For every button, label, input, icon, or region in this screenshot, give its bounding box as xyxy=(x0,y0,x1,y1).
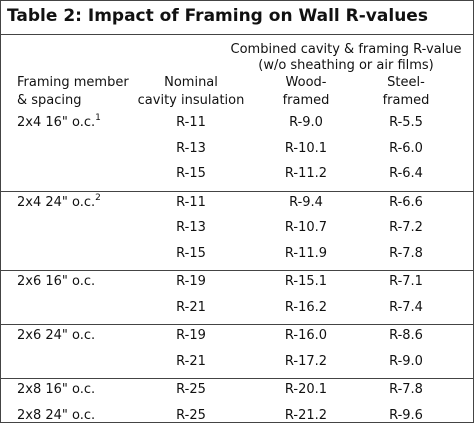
group-label: Combined cavity & framing R-value xyxy=(230,42,462,57)
group-rule xyxy=(1,270,473,271)
value-cell: R-9.0 xyxy=(389,354,423,369)
group-rule xyxy=(1,324,473,325)
framing-label: 2x4 24" o.c. xyxy=(17,195,96,210)
value-cell: R-17.2 xyxy=(284,354,328,369)
column-header: framed xyxy=(382,93,430,108)
value-cell: R-19 xyxy=(176,328,206,343)
value-cell: R-6.4 xyxy=(389,166,423,181)
column-header: cavity insulation xyxy=(137,93,245,108)
column-header: Steel- xyxy=(387,75,425,90)
title-rule xyxy=(1,34,473,35)
value-cell: R-9.6 xyxy=(389,408,423,423)
value-cell: R-6.6 xyxy=(389,195,423,210)
value-cell: R-9.4 xyxy=(289,195,323,210)
value-cell: R-7.2 xyxy=(389,220,423,235)
value-cell: R-13 xyxy=(176,141,206,156)
value-cell: R-6.0 xyxy=(389,141,423,156)
footnote-mark: 1 xyxy=(95,113,101,123)
value-cell: R-19 xyxy=(176,274,206,289)
value-cell: R-25 xyxy=(176,408,206,423)
footnote-mark: 2 xyxy=(95,193,101,203)
framing-cell: 2x6 24" o.c. xyxy=(17,328,95,344)
value-cell: R-7.8 xyxy=(389,382,423,397)
framing-cell: 2x4 16" o.c.1 xyxy=(17,113,101,131)
value-cell: R-15.1 xyxy=(284,274,328,289)
value-cell: R-15 xyxy=(176,166,206,181)
table-title: Table 2: Impact of Framing on Wall R-val… xyxy=(7,6,428,26)
value-cell: R-25 xyxy=(176,382,206,397)
value-cell: R-7.8 xyxy=(389,246,423,261)
group-rule xyxy=(1,378,473,379)
framing-label: 2x8 16" o.c. xyxy=(17,382,96,397)
value-cell: R-20.1 xyxy=(284,382,328,397)
value-cell: R-10.1 xyxy=(284,141,328,156)
framing-cell: 2x6 16" o.c. xyxy=(17,274,95,290)
framing-label: 2x8 24" o.c. xyxy=(17,408,96,423)
value-cell: R-8.6 xyxy=(389,328,423,343)
value-cell: R-5.5 xyxy=(389,115,423,130)
group-rule xyxy=(1,191,473,192)
value-cell: R-16.0 xyxy=(284,328,328,343)
framing-label: 2x6 16" o.c. xyxy=(17,274,96,289)
value-cell: R-21.2 xyxy=(284,408,328,423)
value-cell: R-21 xyxy=(176,354,206,369)
column-header: Nominal xyxy=(164,75,218,90)
column-header: Framing member xyxy=(17,75,129,90)
column-header: framed xyxy=(282,93,330,108)
value-cell: R-11.9 xyxy=(284,246,328,261)
group-label: (w/o sheathing or air films) xyxy=(258,58,434,73)
value-cell: R-15 xyxy=(176,246,206,261)
value-cell: R-11.2 xyxy=(284,166,328,181)
framing-cell: 2x8 24" o.c. xyxy=(17,408,96,423)
value-cell: R-7.1 xyxy=(389,274,423,289)
column-header: Wood- xyxy=(285,75,327,90)
column-header: & spacing xyxy=(17,93,82,108)
framing-cell: 2x8 16" o.c. xyxy=(17,382,95,398)
value-cell: R-11 xyxy=(176,115,206,130)
value-cell: R-21 xyxy=(176,300,206,315)
value-cell: R-7.4 xyxy=(389,300,423,315)
value-cell: R-11 xyxy=(176,195,206,210)
value-cell: R-9.0 xyxy=(289,115,323,130)
value-cell: R-13 xyxy=(176,220,206,235)
value-cell: R-16.2 xyxy=(284,300,328,315)
framing-label: 2x4 16" o.c. xyxy=(17,115,96,130)
framing-cell: 2x4 24" o.c.2 xyxy=(17,193,101,211)
value-cell: R-10.7 xyxy=(284,220,328,235)
framing-label: 2x6 24" o.c. xyxy=(17,328,96,343)
